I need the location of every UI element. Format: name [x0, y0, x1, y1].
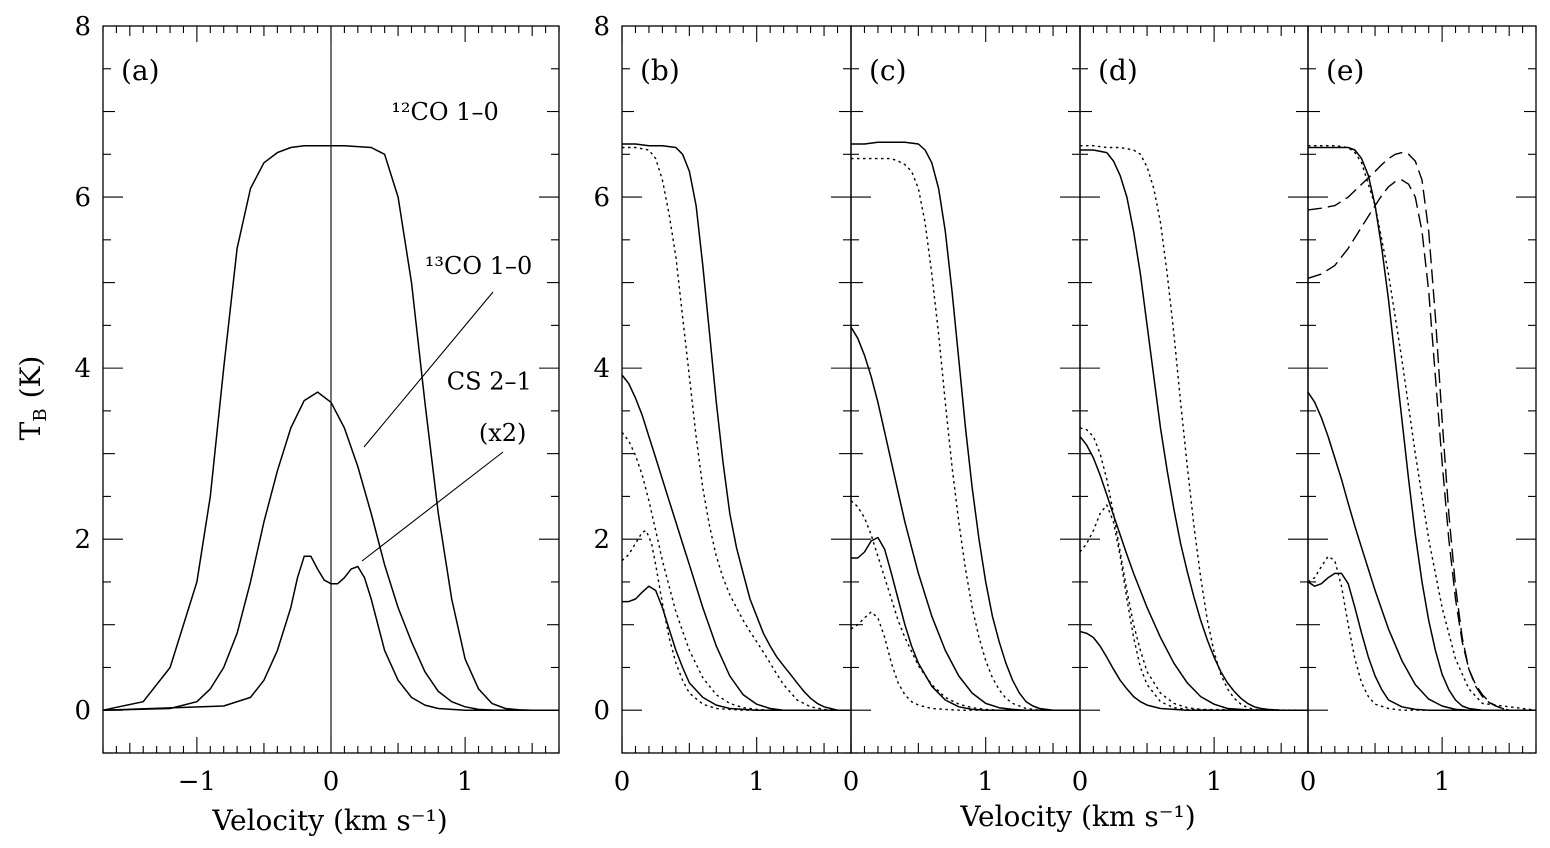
annotation-label: ¹²CO 1–0 [391, 98, 498, 126]
y-tick-label: 0 [74, 696, 91, 726]
series-line-curve-4 [1307, 391, 1536, 711]
y-tick-label: 2 [593, 525, 610, 555]
series-line-curve-5 [1307, 572, 1536, 711]
series-line-curve-3 [621, 431, 851, 711]
x-tick-label: 0 [1300, 767, 1317, 797]
panel-frame [850, 25, 1081, 754]
panel-b: 0 1 (b) [614, 25, 852, 797]
series-line-curve-2 [850, 326, 1080, 711]
series-line-curve-0 [1308, 146, 1536, 711]
series-line-curve-1 [1308, 145, 1537, 711]
series-line-curve-3 [850, 500, 1080, 711]
x-tick-label: 0 [1072, 767, 1089, 797]
x-tick-label: 1 [1206, 767, 1223, 797]
panel-e: 0 1 (e) [1300, 25, 1537, 797]
annotation-leader-13co [363, 291, 494, 448]
series-line-12co-1-0 [102, 144, 559, 711]
y-axis-unit: (K) [14, 356, 47, 399]
panel-label: (c) [869, 54, 907, 87]
panel-frame [1079, 25, 1309, 754]
x-tick-label: −1 [178, 767, 216, 797]
x-tick-label: 1 [457, 767, 474, 797]
annotation-leader-cs [361, 451, 504, 562]
series-line-curve-4 [1079, 630, 1308, 711]
series-line-curve-0 [1080, 149, 1308, 711]
panel-frame [1307, 25, 1537, 754]
series-line-curve-0 [622, 143, 851, 711]
annotation-label: ¹³CO 1–0 [425, 252, 532, 280]
series-line-curve-2 [1307, 151, 1510, 711]
y-tick-label: 6 [74, 183, 91, 213]
panel-label: (a) [121, 54, 160, 87]
series-line-curve-2 [621, 374, 851, 711]
panel-label: (b) [640, 54, 680, 87]
x-tick-label: 0 [843, 767, 860, 797]
panel-c: 0 1 (c) [843, 25, 1081, 797]
panel-d: 0 1 (d) [1072, 25, 1309, 797]
x-tick-label: 1 [1434, 767, 1451, 797]
y-axis-label: TB (K) [14, 356, 51, 441]
annotation-label: (x2) [479, 419, 527, 447]
series-line-curve-1 [1080, 145, 1308, 711]
series-line-curve-4 [622, 585, 851, 711]
y-tick-label: 4 [593, 354, 610, 384]
series-line-curve-6 [1307, 555, 1536, 711]
y-tick-label: 4 [74, 354, 91, 384]
x-tick-label: 0 [614, 767, 631, 797]
x-tick-label: 0 [323, 767, 340, 797]
series-line-curve-5 [1079, 504, 1309, 711]
y-tick-label: 6 [593, 183, 610, 213]
panel-label: (d) [1098, 54, 1138, 87]
series-line-cs-2-1-x2- [102, 555, 559, 711]
panel-label: (e) [1326, 54, 1364, 87]
y-tick-label: 0 [593, 696, 610, 726]
series-line-curve-2 [1079, 436, 1308, 711]
series-line-curve-3 [1307, 179, 1510, 711]
series-line-curve-5 [621, 529, 851, 711]
y-tick-label: 8 [74, 12, 91, 42]
y-axis-symbol: T [14, 421, 47, 440]
annotation-label: CS 2–1 [447, 368, 532, 396]
series-line-curve-3 [1079, 427, 1308, 711]
x-axis-label-panel-a: Velocity (km s⁻¹) [211, 804, 447, 837]
y-tick-label: 8 [593, 12, 610, 42]
x-axis-label-panels-b-e: Velocity (km s⁻¹) [959, 800, 1195, 833]
panel-frame [621, 25, 852, 754]
series-line-curve-5 [850, 611, 1080, 711]
series-line-curve-4 [851, 536, 1080, 711]
series-line-13co-1-0 [102, 391, 559, 711]
x-tick-label: 1 [748, 767, 765, 797]
series-line-curve-0 [851, 141, 1080, 711]
y-axis-subscript: B [30, 408, 51, 421]
x-tick-label: 1 [977, 767, 994, 797]
y-tick-label: 2 [74, 525, 91, 555]
panel-a: −1 0 1 (a) ¹²CO 1–0 ¹³CO 1–0 CS 2–1 (x2) [102, 25, 560, 797]
series-line-curve-1 [622, 146, 851, 711]
